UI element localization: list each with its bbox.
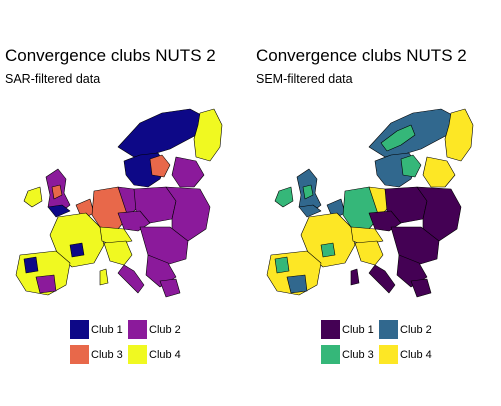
region-uk-south — [298, 204, 322, 218]
legend-item: Club 3 — [70, 345, 123, 364]
legend-item: Club 1 — [70, 320, 123, 339]
legend-item: Club 4 — [379, 345, 432, 364]
region-iberia-club2 — [35, 274, 57, 294]
map-subtitle: SAR-filtered data — [5, 72, 101, 86]
region-sweden-club3 — [149, 154, 171, 178]
legend-label: Club 1 — [342, 323, 374, 336]
region-scandinavia-north — [117, 108, 206, 158]
legend-item: Club 1 — [321, 320, 374, 339]
map-panel-sem: Convergence clubs NUTS 2 SEM-filtered da… — [251, 0, 501, 406]
region-iberia-club1 — [23, 256, 39, 274]
legend-label: Club 4 — [400, 348, 432, 361]
europe-map-sem — [266, 108, 474, 298]
region-france — [49, 212, 105, 268]
region-uk-south — [47, 204, 71, 218]
region-france — [300, 212, 356, 268]
legend-swatch — [70, 320, 89, 339]
legend-swatch — [70, 345, 89, 364]
legend-label: Club 3 — [342, 348, 374, 361]
map-title: Convergence clubs NUTS 2 — [5, 46, 216, 65]
region-italy-south — [368, 264, 396, 294]
region-italy-north — [354, 240, 384, 266]
legend-item: Club 3 — [321, 345, 374, 364]
legend-label: Club 1 — [91, 323, 123, 336]
region-finland — [193, 108, 223, 162]
region-iberia-club3 — [274, 256, 290, 274]
region-baltics — [171, 156, 205, 188]
region-ireland — [274, 186, 294, 208]
region-ireland — [23, 186, 43, 208]
region-france-club3 — [320, 242, 336, 258]
legend-swatch — [321, 320, 340, 339]
legend-swatch — [379, 320, 398, 339]
map-panel-sar: Convergence clubs NUTS 2 SAR-filtered da… — [0, 0, 250, 406]
region-greece — [159, 278, 181, 298]
map-title: Convergence clubs NUTS 2 — [256, 46, 467, 65]
region-italy-north — [103, 240, 133, 266]
region-scandinavia-club3 — [380, 124, 416, 152]
region-uk-club3 — [302, 184, 314, 200]
map-subtitle: SEM-filtered data — [256, 72, 353, 86]
region-italy-south — [117, 264, 145, 294]
region-baltics — [422, 156, 456, 188]
legend-sem: Club 1 Club 2 Club 3 Club 4 — [321, 320, 501, 366]
legend-sar: Club 1 Club 2 Club 3 Club 4 — [70, 320, 270, 366]
legend-swatch — [128, 320, 147, 339]
legend-label: Club 2 — [400, 323, 432, 336]
legend-label: Club 4 — [149, 348, 181, 361]
legend-item: Club 2 — [128, 320, 181, 339]
legend-swatch — [379, 345, 398, 364]
region-sweden-club3 — [400, 154, 422, 178]
region-greece — [410, 278, 432, 298]
region-sardinia — [99, 268, 109, 286]
region-france-club1 — [69, 242, 85, 258]
legend-swatch — [321, 345, 340, 364]
legend-swatch — [128, 345, 147, 364]
legend-label: Club 3 — [91, 348, 123, 361]
region-finland — [444, 108, 474, 162]
europe-map-sar — [15, 108, 223, 298]
legend-item: Club 2 — [379, 320, 432, 339]
legend-item: Club 4 — [128, 345, 181, 364]
region-sardinia — [350, 268, 360, 286]
region-iberia-club2 — [286, 274, 308, 294]
region-uk-club3 — [51, 184, 63, 200]
legend-label: Club 2 — [149, 323, 181, 336]
